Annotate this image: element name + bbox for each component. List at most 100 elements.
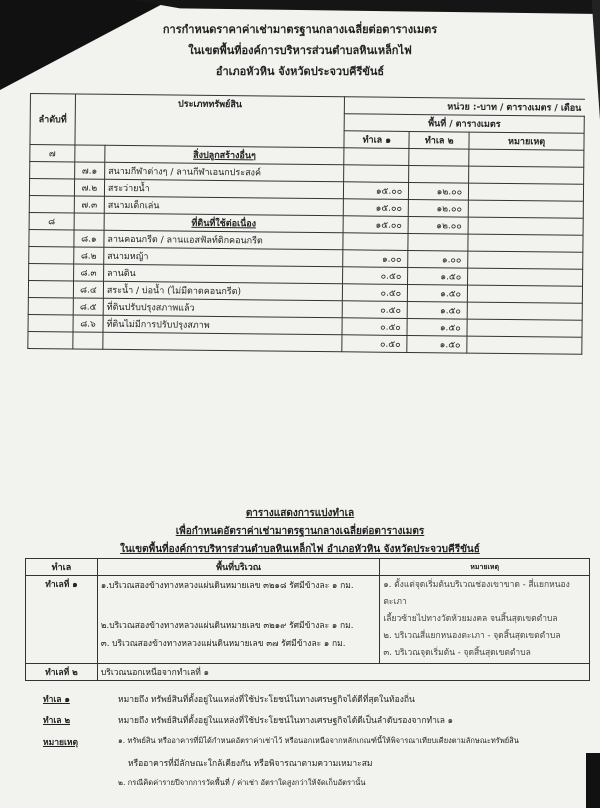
row-number: ๘	[29, 212, 75, 230]
zone1-remark: เลี้ยวซ้ายไปทางวัดห้วยมงคล จนสิ้นสุดเขตต…	[383, 614, 558, 624]
row-zone2-rate: ๑๒.๐๐	[408, 199, 469, 218]
row-subnumber: ๗.๑	[74, 161, 105, 180]
row-number	[28, 246, 74, 264]
row-zone1-rate	[343, 232, 409, 251]
doc-title-1: การกำหนดราคาค่าเช่ามาตรฐานกลางเฉลี่ยต่อต…	[162, 23, 438, 36]
scan-shadow-bottom	[586, 753, 600, 808]
col-order: ลำดับที่	[29, 93, 76, 145]
note-remark-2: ๒. กรณีคิดค่ารายปีจากการวัดพื้นที่ / ค่า…	[118, 778, 366, 787]
row-subnumber: ๘.๓	[73, 263, 104, 282]
row-zone2-rate: ๑.๕๐	[407, 284, 468, 303]
row-subnumber: ๘.๒	[73, 246, 104, 265]
row-remark	[466, 336, 582, 355]
row-description	[102, 332, 343, 352]
zone1-remarks: ๑. ตั้งแต่จุดเริ่มต้นบริเวณช่องเขาขาด - …	[379, 575, 590, 664]
row-remark	[468, 200, 584, 219]
row-zone2-rate: ๑.๕๐	[407, 301, 468, 320]
zone-title-1: ตารางแสดงการแบ่งทำเล	[245, 508, 355, 519]
row-zone2-rate	[409, 148, 470, 167]
note-zone1-text: หมายถึง ทรัพย์สินที่ตั้งอยู่ในแหล่งที่ใช…	[118, 695, 415, 705]
row-zone2-rate: ๑.๕๐	[407, 335, 468, 354]
row-zone1-rate: ๐.๕๐	[342, 334, 408, 353]
scan-shadow-right	[591, 0, 600, 120]
row-zone1-rate: ๑๕.๐๐	[343, 215, 409, 234]
row-zone2-rate: ๑.๕๐	[407, 267, 468, 286]
row-remark	[467, 268, 583, 287]
row-zone1-rate: ๐.๕๐	[342, 317, 408, 336]
note-remark-label: หมายเหตุ	[43, 738, 78, 748]
row-remark	[468, 166, 584, 185]
doc-title-2: ในเขตพื้นที่องค์การบริหารส่วนตำบลหินเหล็…	[188, 44, 412, 57]
row-zone2-rate: ๑๒.๐๐	[408, 216, 469, 235]
zone-title-2: เพื่อกำหนดอัตราค่าเช่ามาตรฐานกลางเฉลี่ยต…	[175, 526, 425, 537]
note-remark-1b: หรืออาคารที่มีลักษณะใกล้เคียงกัน หรือพิจ…	[128, 759, 373, 769]
row-zone2-rate	[408, 165, 469, 184]
zone1-area: ๓. บริเวณสองข้างทางหลวงแผ่นดินหมายเลข ๓๗…	[100, 639, 346, 649]
col-area: พื้นที่บริเวณ	[96, 558, 381, 576]
row-remark	[467, 251, 583, 270]
row-zone2-rate: ๑.๐๐	[407, 250, 469, 269]
row-subnumber	[72, 331, 103, 350]
row-subnumber	[74, 212, 105, 231]
zone2-label: ทำเลที่ ๒	[25, 663, 98, 681]
row-zone1-rate: ๑๕.๐๐	[343, 181, 409, 200]
zone1-label: ทำเลที่ ๑	[25, 575, 98, 664]
row-subnumber: ๗.๒	[74, 178, 105, 197]
row-zone1-rate	[344, 147, 410, 166]
row-subnumber: ๗.๓	[74, 195, 105, 214]
row-number	[28, 229, 75, 247]
zone1-remark: ๓. บริเวณจุดเริ่มต้น - จุดสิ้นสุดเขตตำบล	[383, 648, 531, 658]
row-zone1-rate: ๐.๕๐	[342, 266, 408, 285]
row-subnumber: ๘.๑	[73, 229, 104, 248]
row-number	[28, 280, 74, 298]
doc-title-3: อำเภอหัวหิน จังหวัดประจวบคีรีขันธ์	[215, 65, 385, 78]
col-remark: หมายเหตุ	[469, 132, 585, 151]
scan-shadow	[0, 0, 170, 90]
col-zone2: ทำเล ๒	[409, 131, 470, 150]
zone1-remark: ๑. ตั้งแต่จุดเริ่มต้นบริเวณช่องเขาขาด - …	[383, 580, 570, 607]
col-type: ประเภททรัพย์สิน	[74, 93, 345, 148]
zone-title-3: ในเขตพื้นที่องค์การบริหารส่วนตำบลหินเหล็…	[120, 544, 480, 555]
row-subnumber: ๘.๖	[72, 314, 104, 333]
row-remark	[468, 149, 584, 168]
row-remark	[467, 285, 583, 304]
row-zone2-rate: ๑๒.๐๐	[408, 182, 469, 201]
note-remark-1: ๑. ทรัพย์สิน หรืออาคารที่มิได้กำหนดอัตรา…	[118, 736, 519, 745]
row-subnumber: ๘.๔	[73, 280, 104, 299]
row-remark	[468, 183, 584, 202]
row-remark	[467, 302, 583, 321]
zone-table: ทำเล พื้นที่บริเวณ หมายเหตุ ทำเลที่ ๑ ๑.…	[25, 558, 591, 681]
row-remark	[468, 234, 584, 253]
row-zone1-rate: ๑๕.๐๐	[343, 198, 409, 217]
row-zone1-rate: ๐.๕๐	[342, 300, 408, 319]
row-zone1-rate: ๑.๐๐	[343, 249, 409, 268]
row-remark	[468, 217, 584, 236]
row-number	[28, 263, 74, 281]
row-subnumber	[74, 144, 105, 163]
zone1-area: ๑.บริเวณสองข้างทางหลวงแผ่นดินหมายเลข ๓๒๑…	[100, 581, 354, 591]
row-number	[27, 331, 73, 349]
col-remark: หมายเหตุ	[379, 558, 590, 576]
row-zone2-rate: ๑.๕๐	[407, 318, 468, 337]
row-number	[28, 297, 74, 315]
col-zone1: ทำเล ๑	[344, 130, 410, 149]
row-number	[29, 161, 75, 179]
zone1-areas: ๑.บริเวณสองข้างทางหลวงแผ่นดินหมายเลข ๓๒๑…	[96, 575, 381, 664]
zone1-area: ๒.บริเวณสองข้างทางหลวงแผ่นดินหมายเลข ๓๒๑…	[100, 621, 354, 631]
row-subnumber: ๘.๕	[73, 297, 104, 316]
note-zone1-label: ทำเล ๑	[43, 695, 70, 705]
zone1-remark: ๒. บริเวณสี่แยกหนองตะเภา - จุดสิ้นสุดเขต…	[383, 631, 561, 641]
col-zone: ทำเล	[25, 558, 98, 576]
rate-table: ลำดับที่ ประเภททรัพย์สิน หน่วย :-บาท / ต…	[27, 93, 585, 355]
row-zone2-rate	[408, 233, 469, 252]
row-number: ๗	[29, 144, 75, 162]
row-number	[29, 195, 75, 213]
row-zone1-rate	[343, 164, 410, 183]
row-zone1-rate: ๐.๕๐	[342, 283, 408, 302]
row-number	[29, 178, 75, 196]
row-number	[28, 314, 74, 332]
zone2-area: บริเวณนอกเหนือจากทำเลที่ ๑	[96, 663, 591, 681]
note-zone2-text: หมายถึง ทรัพย์สินที่ตั้งอยู่ในแหล่งที่ใช…	[118, 716, 454, 726]
row-remark	[467, 319, 583, 338]
note-zone2-label: ทำเล ๒	[43, 716, 71, 726]
